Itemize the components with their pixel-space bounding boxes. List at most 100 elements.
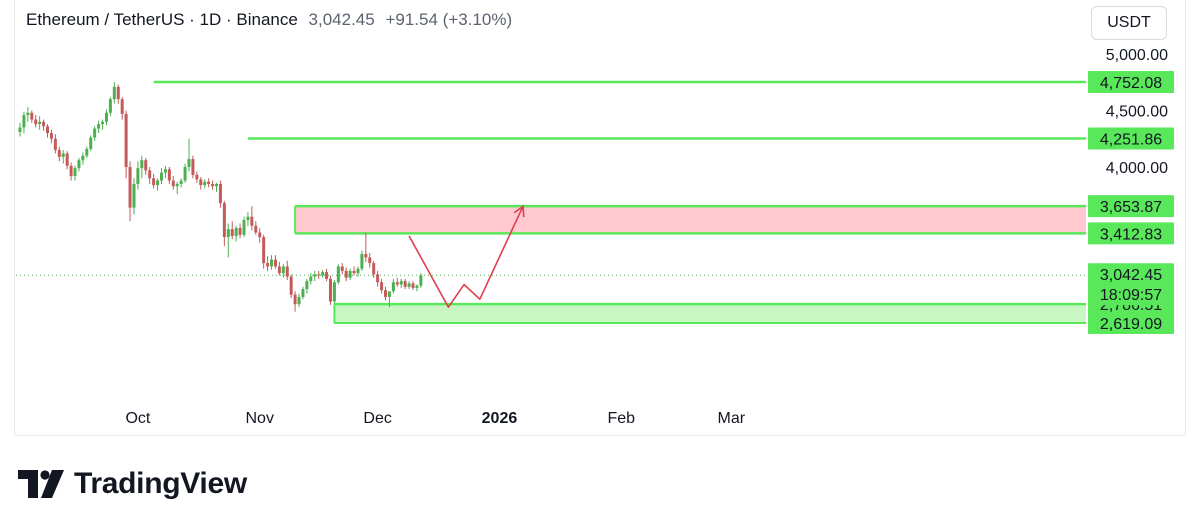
candle[interactable]: [352, 266, 356, 276]
candle[interactable]: [191, 155, 195, 179]
candle[interactable]: [61, 150, 65, 164]
candle[interactable]: [246, 212, 250, 226]
candlestick-chart[interactable]: 5,000.00 4,500.00 4,000.00 4,752.08 4,251.8…: [0, 0, 1200, 440]
candle[interactable]: [328, 275, 332, 305]
candle[interactable]: [148, 167, 152, 184]
candle[interactable]: [376, 270, 380, 287]
candle[interactable]: [175, 181, 179, 195]
candle[interactable]: [277, 261, 281, 276]
candle[interactable]: [57, 146, 61, 162]
candles-layer[interactable]: [18, 82, 423, 312]
candle[interactable]: [167, 167, 171, 184]
candle[interactable]: [30, 110, 34, 123]
candle[interactable]: [199, 177, 203, 190]
candle[interactable]: [403, 278, 407, 290]
candle[interactable]: [132, 178, 136, 215]
candle[interactable]: [65, 151, 69, 170]
candle[interactable]: [415, 284, 419, 292]
candle[interactable]: [46, 124, 50, 138]
candle[interactable]: [108, 96, 112, 117]
candle[interactable]: [222, 200, 226, 247]
candle[interactable]: [270, 255, 274, 270]
candle[interactable]: [104, 109, 108, 126]
candle[interactable]: [144, 157, 148, 175]
candle[interactable]: [73, 165, 77, 181]
candle[interactable]: [383, 286, 387, 301]
candle[interactable]: [325, 268, 329, 282]
candle[interactable]: [171, 176, 175, 190]
candle[interactable]: [266, 256, 270, 271]
candle[interactable]: [22, 111, 26, 134]
candle[interactable]: [179, 178, 183, 188]
candle[interactable]: [297, 293, 301, 308]
candle[interactable]: [395, 277, 399, 287]
candle[interactable]: [81, 152, 85, 165]
candle[interactable]: [313, 270, 317, 282]
candle[interactable]: [230, 221, 234, 240]
candle[interactable]: [293, 291, 297, 312]
candle[interactable]: [85, 146, 89, 158]
candle[interactable]: [234, 225, 238, 242]
candle[interactable]: [289, 274, 293, 299]
candle[interactable]: [128, 161, 132, 222]
candle[interactable]: [250, 206, 254, 231]
candle[interactable]: [360, 250, 364, 271]
tradingview-logo[interactable]: TradingView: [18, 466, 247, 502]
candle[interactable]: [317, 270, 321, 279]
candle[interactable]: [411, 281, 415, 291]
candle[interactable]: [49, 129, 53, 144]
candle[interactable]: [97, 120, 101, 134]
candle[interactable]: [42, 119, 46, 131]
candle[interactable]: [242, 216, 246, 238]
candle[interactable]: [89, 135, 93, 152]
candle[interactable]: [152, 173, 156, 189]
candle[interactable]: [262, 234, 266, 269]
candle[interactable]: [380, 278, 384, 294]
candle[interactable]: [26, 107, 30, 122]
candle[interactable]: [218, 180, 222, 208]
candle[interactable]: [321, 269, 325, 278]
candle[interactable]: [187, 138, 191, 172]
candle[interactable]: [281, 264, 285, 278]
candle[interactable]: [348, 268, 352, 280]
candle[interactable]: [112, 82, 116, 104]
candle[interactable]: [215, 182, 218, 192]
candle[interactable]: [116, 84, 120, 104]
candle[interactable]: [18, 122, 22, 137]
candle[interactable]: [238, 223, 242, 239]
candle[interactable]: [305, 278, 309, 294]
candle[interactable]: [301, 286, 305, 300]
candle[interactable]: [344, 267, 348, 282]
candle[interactable]: [211, 180, 215, 190]
candle[interactable]: [372, 260, 376, 278]
candle[interactable]: [140, 155, 144, 179]
candle[interactable]: [77, 157, 81, 172]
candle[interactable]: [336, 264, 340, 285]
candle[interactable]: [258, 228, 262, 243]
candle[interactable]: [356, 266, 360, 277]
candle[interactable]: [101, 119, 105, 130]
currency-button[interactable]: USDT: [1091, 6, 1167, 40]
candle[interactable]: [120, 96, 124, 120]
candle[interactable]: [399, 278, 403, 288]
candle[interactable]: [387, 291, 391, 308]
candle[interactable]: [419, 273, 423, 288]
price-axis[interactable]: 5,000.00 4,500.00 4,000.00: [1106, 47, 1168, 177]
symbol-title[interactable]: Ethereum / TetherUS · 1D · Binance: [26, 10, 298, 29]
candle[interactable]: [368, 252, 372, 268]
candle[interactable]: [407, 281, 411, 290]
candle[interactable]: [34, 115, 38, 128]
candle[interactable]: [285, 260, 289, 280]
candle[interactable]: [163, 165, 167, 179]
candle[interactable]: [156, 178, 160, 191]
candle[interactable]: [195, 171, 199, 183]
candle[interactable]: [254, 221, 258, 235]
candle[interactable]: [309, 273, 313, 285]
candle[interactable]: [273, 255, 277, 269]
candle[interactable]: [332, 280, 336, 304]
candle[interactable]: [53, 134, 57, 154]
candle[interactable]: [203, 179, 207, 189]
candle[interactable]: [226, 223, 230, 258]
candle[interactable]: [159, 168, 163, 184]
candle[interactable]: [124, 110, 128, 179]
